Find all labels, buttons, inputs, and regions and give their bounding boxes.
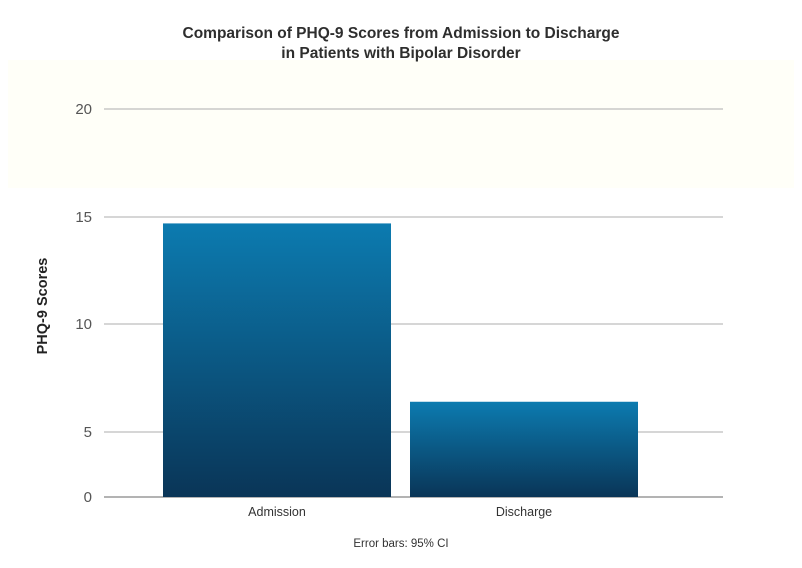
bar-discharge	[410, 401, 638, 497]
y-tick-label: 15	[75, 209, 92, 226]
chart-title-line-1: Comparison of PHQ-9 Scores from Admissio…	[182, 25, 620, 42]
x-tick-label-discharge: Discharge	[496, 505, 552, 519]
y-axis-label: PHQ-9 Scores	[35, 258, 51, 355]
y-tick-label: 0	[84, 489, 92, 506]
y-tick-labels: 0 5 10 15 20	[75, 101, 92, 506]
x-tick-labels: Admission Discharge	[248, 505, 552, 519]
background-band	[8, 60, 794, 188]
bars	[163, 223, 638, 498]
y-tick-label: 10	[75, 316, 92, 333]
x-tick-label-admission: Admission	[248, 505, 306, 519]
bar-admission	[163, 223, 391, 498]
chart-title-line-2: in Patients with Bipolar Disorder	[281, 45, 521, 62]
y-tick-label: 20	[75, 101, 92, 118]
chart-title: Comparison of PHQ-9 Scores from Admissio…	[0, 24, 802, 64]
y-tick-label: 5	[84, 424, 92, 441]
footnote: Error bars: 95% CI	[353, 538, 449, 550]
